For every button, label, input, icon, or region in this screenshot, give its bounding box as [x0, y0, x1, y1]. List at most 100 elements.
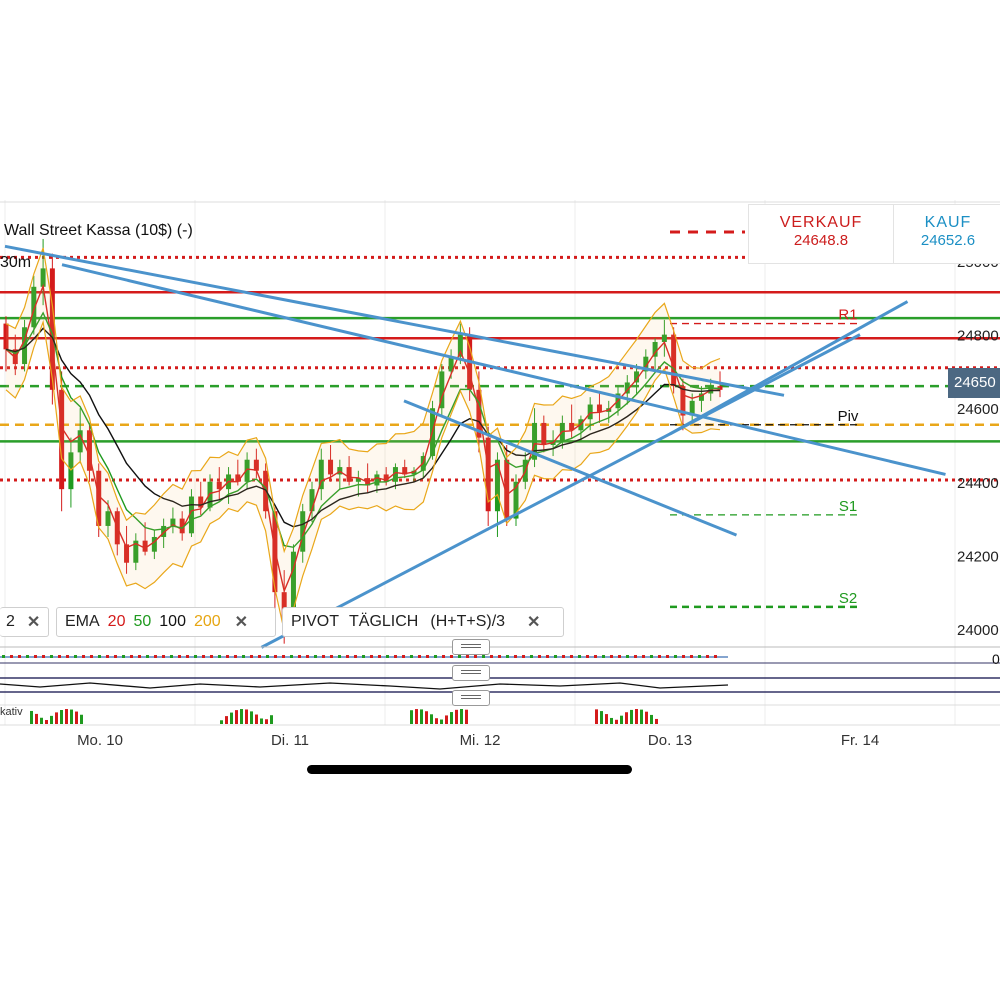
buy-quote-button[interactable]: KAUF 24652.6: [893, 204, 1000, 264]
volume-bar: [245, 709, 248, 724]
candle-body: [161, 525, 167, 537]
home-indicator[interactable]: [307, 765, 632, 774]
macd-histogram-bar: [50, 655, 53, 658]
macd-histogram-bar: [354, 655, 357, 658]
volume-bar: [250, 711, 253, 724]
macd-histogram-bar: [666, 655, 669, 658]
macd-histogram-bar: [114, 655, 117, 658]
pivot-label-piv: Piv: [838, 408, 859, 425]
pivot-label-s1: S1: [839, 498, 857, 515]
macd-histogram-bar: [18, 655, 21, 658]
x-tick-label: Mo. 10: [77, 732, 123, 749]
candle-body: [513, 481, 519, 519]
ema-50-line: [5, 311, 721, 549]
macd-histogram-bar: [618, 655, 621, 658]
close-icon[interactable]: ✕: [527, 614, 541, 631]
close-icon[interactable]: ✕: [234, 614, 249, 631]
panel-resize-handle[interactable]: [452, 665, 490, 681]
volume-bar: [60, 710, 63, 724]
instrument-title: Wall Street Kassa (10$) (-): [4, 222, 193, 239]
buy-price: 24652.6: [920, 232, 976, 249]
volume-bar: [435, 718, 438, 724]
timeframe-label[interactable]: 30m: [0, 254, 32, 271]
candle-body: [31, 286, 37, 328]
macd-histogram-bar: [530, 655, 533, 658]
macd-histogram-bar: [106, 655, 109, 658]
volume-bar: [30, 710, 33, 724]
candle-body: [587, 404, 593, 420]
macd-histogram-bar: [290, 655, 293, 658]
volume-bar: [220, 720, 223, 724]
indicator-tag-1[interactable]: 2 ✕: [0, 607, 49, 637]
macd-histogram-bar: [162, 655, 165, 658]
macd-histogram-bar: [130, 655, 133, 658]
macd-histogram-bar: [386, 655, 389, 658]
candle-body: [346, 467, 352, 482]
ema-20-period: 20: [107, 613, 126, 630]
macd-histogram-bar: [546, 655, 549, 658]
macd-histogram-bar: [714, 655, 717, 658]
volume-bar: [425, 711, 428, 724]
candle-body: [170, 518, 176, 526]
candle-body: [318, 459, 324, 490]
ema-100-period: 100: [159, 613, 186, 630]
volume-bar: [45, 719, 48, 724]
sell-price: 24648.8: [793, 232, 849, 249]
trendline-3: [260, 333, 861, 649]
pivot-label-r1: R1: [838, 307, 857, 324]
bollinger-fill: [6, 248, 720, 631]
candle-body: [216, 481, 222, 490]
macd-histogram-bar: [674, 655, 677, 658]
macd-histogram-bar: [314, 655, 317, 658]
panel-resize-handle[interactable]: [452, 639, 490, 655]
macd-histogram-bar: [186, 655, 189, 658]
macd-histogram-bar: [282, 655, 285, 658]
candle-body: [300, 511, 306, 552]
macd-histogram-bar: [58, 655, 61, 658]
price-chart[interactable]: R1PivS1S2240002420024400246002480025000M…: [0, 200, 1000, 780]
macd-histogram-bar: [594, 655, 597, 658]
x-tick-label: Mi. 12: [460, 732, 501, 749]
volume-bar: [65, 709, 68, 724]
current-price-tag: 24650: [948, 368, 1000, 398]
sell-label: VERKAUF: [779, 214, 863, 231]
x-tick-label: Di. 11: [271, 732, 309, 749]
macd-histogram-bar: [322, 655, 325, 658]
candle-body: [253, 459, 259, 471]
volume-bar: [410, 710, 413, 724]
bollinger-lower: [5, 319, 721, 633]
macd-histogram-bar: [602, 655, 605, 658]
macd-histogram-bar: [626, 655, 629, 658]
pivot-indicator-tag[interactable]: PIVOT TÄGLICH (H+T+S)/3 ✕: [282, 607, 564, 637]
panel-resize-handle[interactable]: [452, 690, 490, 706]
macd-histogram-bar: [434, 655, 437, 658]
volume-bar: [430, 714, 433, 724]
pivot-label-s2: S2: [839, 590, 857, 607]
volume-bar: [440, 719, 443, 724]
macd-histogram-bar: [298, 655, 301, 658]
volume-bar: [655, 718, 658, 724]
macd-histogram-bar: [218, 655, 221, 658]
volume-bar: [610, 717, 613, 724]
close-icon[interactable]: ✕: [26, 614, 41, 631]
y-tick-label: 24200: [957, 548, 999, 565]
macd-histogram-bar: [266, 655, 269, 658]
candle-body: [198, 496, 204, 508]
candle-body: [661, 334, 667, 342]
sell-quote-button[interactable]: VERKAUF 24648.8: [748, 204, 894, 264]
macd-histogram-bar: [82, 655, 85, 658]
y-tick-label: 24400: [957, 475, 999, 492]
volume-bar: [595, 709, 598, 724]
macd-histogram-bar: [338, 655, 341, 658]
candle-body: [235, 474, 241, 482]
x-tick-label: Do. 13: [648, 732, 692, 749]
candle-body: [448, 356, 454, 372]
candle-body: [133, 540, 139, 563]
candle-body: [328, 459, 334, 475]
candle-body: [124, 544, 130, 563]
volume-bar: [465, 709, 468, 724]
candle-body: [59, 389, 65, 490]
ema-indicator-tag[interactable]: EMA 20 50 100 200 ✕: [56, 607, 276, 637]
macd-histogram-bar: [274, 655, 277, 658]
candle-body: [188, 496, 194, 534]
